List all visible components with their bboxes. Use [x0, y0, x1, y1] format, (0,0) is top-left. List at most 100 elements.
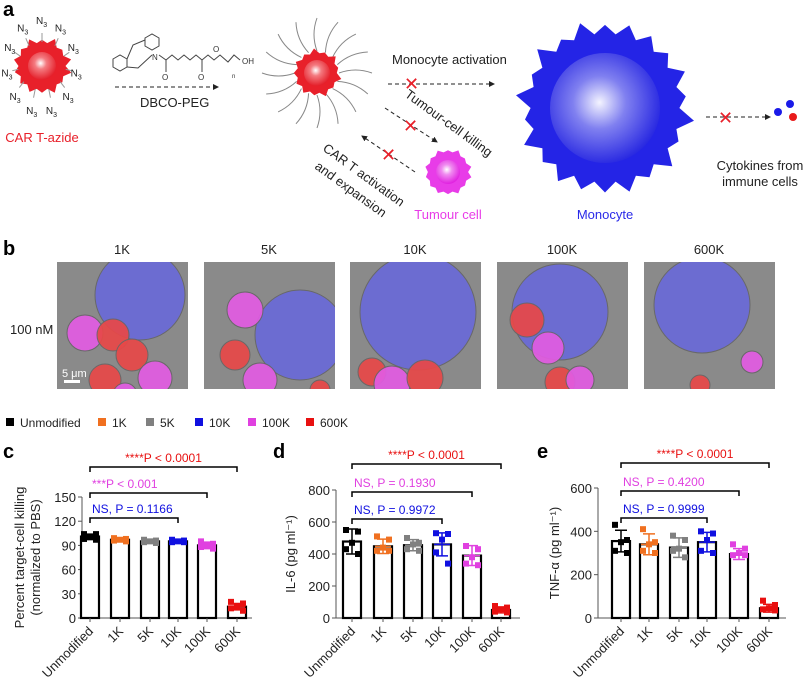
block-x-icon: ✕ [718, 108, 733, 128]
atom-n-subscript: n [232, 74, 235, 80]
legend-swatch-icon [146, 418, 154, 426]
data-point [682, 554, 688, 561]
peg-chain-icon [277, 33, 302, 58]
data-point [123, 538, 129, 545]
car-t-cell-image [88, 363, 122, 389]
y-tick-label: 600 [570, 481, 592, 496]
tumour-cell-label: Tumour cell [414, 207, 482, 222]
azide-bond-icon [18, 81, 25, 88]
legend-swatch-icon [98, 418, 106, 426]
y-tick-label: 200 [308, 579, 330, 594]
car-t-azide-label: CAR T-azide [5, 130, 78, 145]
atom-oh: OH [242, 57, 254, 66]
peg-chain-icon [332, 88, 357, 113]
tumour-cell-image [242, 362, 278, 389]
legend-item-5K: 5K [160, 416, 175, 430]
monocyte-cell-image [254, 289, 335, 381]
data-point [670, 547, 676, 554]
data-point [204, 542, 210, 549]
significance-label: NS, P = 0.4200 [623, 475, 705, 489]
data-point [730, 552, 736, 559]
peg-chain-icon [332, 33, 357, 58]
panel-label-a: a [3, 0, 15, 21]
significance-bracket [351, 518, 443, 524]
column-label: 10K [403, 242, 426, 257]
significance-bracket [620, 490, 740, 496]
azide-label: N3 [10, 92, 21, 105]
azide-subscript: 3 [11, 49, 15, 56]
data-point [676, 545, 682, 552]
data-point [343, 527, 349, 533]
data-point [445, 560, 451, 567]
data-point [210, 545, 216, 552]
data-point [640, 547, 646, 554]
azide-subscript: 3 [78, 75, 82, 82]
data-point [475, 546, 481, 553]
panel-label-e: e [537, 441, 548, 463]
data-point [355, 551, 361, 557]
azide-bond-icon [12, 68, 19, 72]
data-point [612, 547, 618, 554]
y-tick-label: 120 [54, 514, 76, 529]
bar-Unmodified [79, 535, 101, 620]
azide-subscript: 3 [9, 75, 13, 82]
azide-subscript: 3 [43, 22, 47, 29]
cells [653, 262, 764, 389]
y-tick-label: 150 [54, 490, 76, 505]
azide-subscript: 3 [62, 29, 66, 36]
azide-subscript: 3 [17, 98, 21, 105]
x-tick-label-600K: 600K [211, 623, 243, 655]
data-point [652, 539, 658, 546]
car-t-cell-image [309, 379, 331, 389]
data-point [349, 539, 355, 546]
azide-label: N3 [46, 106, 57, 119]
data-point [374, 533, 380, 540]
data-point [624, 537, 630, 543]
data-point [742, 545, 748, 552]
data-point [210, 540, 216, 547]
x-tick-label-Unmodified: Unmodified [570, 624, 627, 681]
peg-chain-icon [338, 69, 373, 74]
scale-bar-label: 5 μm [62, 368, 87, 380]
micrograph-10K: 10K [350, 242, 481, 389]
data-point [234, 603, 240, 610]
data-point [736, 550, 742, 556]
legend-item-Unmodified: Unmodified [20, 416, 81, 430]
data-point [646, 541, 652, 548]
cells [509, 263, 609, 389]
data-point [710, 530, 716, 537]
block-x-icon: ✕ [403, 116, 418, 136]
peg-chain-icon [295, 93, 310, 125]
x-tick-label-600K: 600K [743, 623, 775, 655]
legend-item-600K: 600K [320, 416, 348, 430]
significance-label: NS, P = 0.1166 [92, 502, 173, 516]
azide-bond-icon [54, 38, 59, 47]
azide-bond-icon [63, 51, 70, 57]
legend-swatch-icon [248, 418, 256, 426]
peg-chain-icon [337, 80, 369, 95]
y-axis-label-line2: (normalized to PBS) [28, 499, 43, 615]
significance-bracket [351, 491, 473, 497]
significance-bracket [89, 466, 238, 472]
data-point [404, 535, 410, 541]
data-point [416, 539, 422, 546]
monocyte-nucleus-icon [550, 53, 660, 163]
x-tick-label-1K: 1K [633, 623, 655, 645]
azide-bond-icon [48, 88, 51, 98]
atom-n: N [152, 53, 158, 62]
concentration-label: 100 nM [10, 322, 53, 337]
data-point [81, 531, 87, 538]
significance-label: NS, P = 0.9972 [354, 503, 436, 517]
x-tick-label-Unmodified: Unmodified [39, 624, 96, 681]
cytokines-label-line1: Cytokines from [717, 158, 804, 173]
azide-subscript: 3 [53, 112, 57, 119]
data-point [169, 539, 175, 546]
data-point [175, 538, 181, 545]
car-t-nucleus-icon [28, 52, 56, 80]
x-tick-label-5K: 5K [134, 623, 156, 645]
car-t-cell-image [509, 302, 545, 338]
cells [357, 262, 477, 389]
tumour-nucleus-icon [436, 160, 460, 184]
legend-item-1K: 1K [112, 416, 127, 430]
